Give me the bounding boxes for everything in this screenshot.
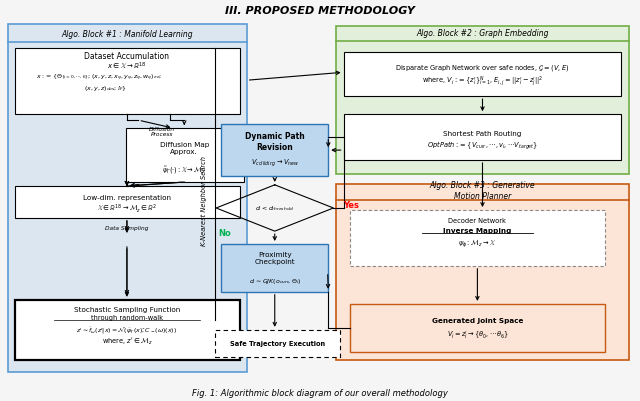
Text: Proximity
Checkpoint: Proximity Checkpoint xyxy=(255,252,295,265)
Text: Diffusion
Process: Diffusion Process xyxy=(149,126,175,137)
Text: Shortest Path Routing: Shortest Path Routing xyxy=(444,131,522,137)
FancyBboxPatch shape xyxy=(344,115,621,161)
Text: Algo. Block #2 : Graph Embedding: Algo. Block #2 : Graph Embedding xyxy=(416,29,548,38)
Text: Decoder Network: Decoder Network xyxy=(449,217,506,223)
FancyBboxPatch shape xyxy=(350,304,605,352)
Text: No: No xyxy=(218,229,231,238)
FancyBboxPatch shape xyxy=(8,25,246,372)
Text: where, $z' \in \mathcal{M}_z$: where, $z' \in \mathcal{M}_z$ xyxy=(102,335,152,346)
Text: Algo. Block #3 : Generative
Motion Planner: Algo. Block #3 : Generative Motion Plann… xyxy=(429,181,535,200)
Text: Yes: Yes xyxy=(342,201,358,210)
Text: $\tilde{\psi}_\Gamma(\cdot): \mathbb{X} \rightarrow \mathcal{M}_z$: $\tilde{\psi}_\Gamma(\cdot): \mathbb{X} … xyxy=(163,165,206,176)
Text: III. PROPOSED METHODOLOGY: III. PROPOSED METHODOLOGY xyxy=(225,6,415,16)
Text: Generated Joint Space: Generated Joint Space xyxy=(432,317,523,323)
Text: $d_i < d_{threshold}$: $d_i < d_{threshold}$ xyxy=(255,204,294,213)
FancyBboxPatch shape xyxy=(336,184,629,360)
Text: Algo. Block #1 : Manifold Learning: Algo. Block #1 : Manifold Learning xyxy=(61,30,193,38)
FancyBboxPatch shape xyxy=(15,300,240,360)
Text: Diffusion Map
Approx.: Diffusion Map Approx. xyxy=(159,142,209,154)
Text: Safe Trajectory Execution: Safe Trajectory Execution xyxy=(230,340,325,346)
Text: $z' \sim \tilde{f}_\omega(z'|x) = \mathcal{N}(\tilde{\psi}_\Gamma(x), \check{C}_: $z' \sim \tilde{f}_\omega(z'|x) = \mathc… xyxy=(76,325,177,335)
Text: Dataset Accumulation: Dataset Accumulation xyxy=(84,52,170,61)
Text: Dynamic Path
Revision: Dynamic Path Revision xyxy=(245,132,305,151)
Text: $(x,y,z)_{obs}; \mathbb{I}_F\}$: $(x,y,z)_{obs}; \mathbb{I}_F\}$ xyxy=(84,83,127,92)
FancyBboxPatch shape xyxy=(350,211,605,266)
Text: Disparate Graph Network over safe nodes, $\mathcal{G} = (V, E)$: Disparate Graph Network over safe nodes,… xyxy=(396,63,570,73)
FancyBboxPatch shape xyxy=(215,330,340,357)
Text: $d_i{\sim}GJK(o_{curr}, \Theta_i)$: $d_i{\sim}GJK(o_{curr}, \Theta_i)$ xyxy=(248,276,301,285)
Text: $\psi_\phi: \mathcal{M}_z \rightarrow \mathbb{X}$: $\psi_\phi: \mathcal{M}_z \rightarrow \m… xyxy=(458,237,497,249)
Text: $x \in \mathbb{X} \rightarrow \mathbb{R}^{18}$: $x \in \mathbb{X} \rightarrow \mathbb{R}… xyxy=(107,60,147,71)
Text: Stochastic Sampling Function: Stochastic Sampling Function xyxy=(74,306,180,312)
Text: $OptPath := \{V_{curr}, \cdots, v_i, \cdots V_{target}\}$: $OptPath := \{V_{curr}, \cdots, v_i, \cd… xyxy=(427,140,538,152)
Text: $V_{colliding} \rightarrow V_{new}$: $V_{colliding} \rightarrow V_{new}$ xyxy=(251,157,299,169)
FancyBboxPatch shape xyxy=(344,53,621,97)
Text: Low-dim. representation: Low-dim. representation xyxy=(83,195,171,201)
FancyBboxPatch shape xyxy=(221,125,328,176)
FancyBboxPatch shape xyxy=(336,27,629,174)
Text: $x := \{\Theta_{\{i=0,\cdots,6\}}; (x,y,z,x_q,y_q,z_q,w_q)_{ee};$: $x := \{\Theta_{\{i=0,\cdots,6\}}; (x,y,… xyxy=(36,73,163,83)
FancyBboxPatch shape xyxy=(15,186,240,219)
Text: Fig. 1: Algorithmic block diagram of our overall methodology: Fig. 1: Algorithmic block diagram of our… xyxy=(192,388,448,397)
FancyBboxPatch shape xyxy=(221,244,328,292)
Text: K-Nearest Neighbor Search: K-Nearest Neighbor Search xyxy=(201,156,207,245)
Text: where, $V_i := \{z_i'\}_{i=1}^N$, $E_{i,j} = ||z_i' - z_j'||^2$: where, $V_i := \{z_i'\}_{i=1}^N$, $E_{i,… xyxy=(422,74,543,88)
Text: $\mathbb{X} \in \mathbb{R}^{18} \rightarrow \mathcal{M}_z \in \mathbb{R}^2$: $\mathbb{X} \in \mathbb{R}^{18} \rightar… xyxy=(97,202,157,215)
Text: $V_i = z_i' \rightarrow \{\theta_0, \cdots \theta_6\}$: $V_i = z_i' \rightarrow \{\theta_0, \cdo… xyxy=(447,329,508,341)
Text: through random-walk: through random-walk xyxy=(91,314,163,320)
Text: Data Sampling: Data Sampling xyxy=(105,226,148,231)
FancyBboxPatch shape xyxy=(125,129,244,182)
Text: Inverse Mapping: Inverse Mapping xyxy=(444,227,511,233)
FancyBboxPatch shape xyxy=(15,49,240,115)
